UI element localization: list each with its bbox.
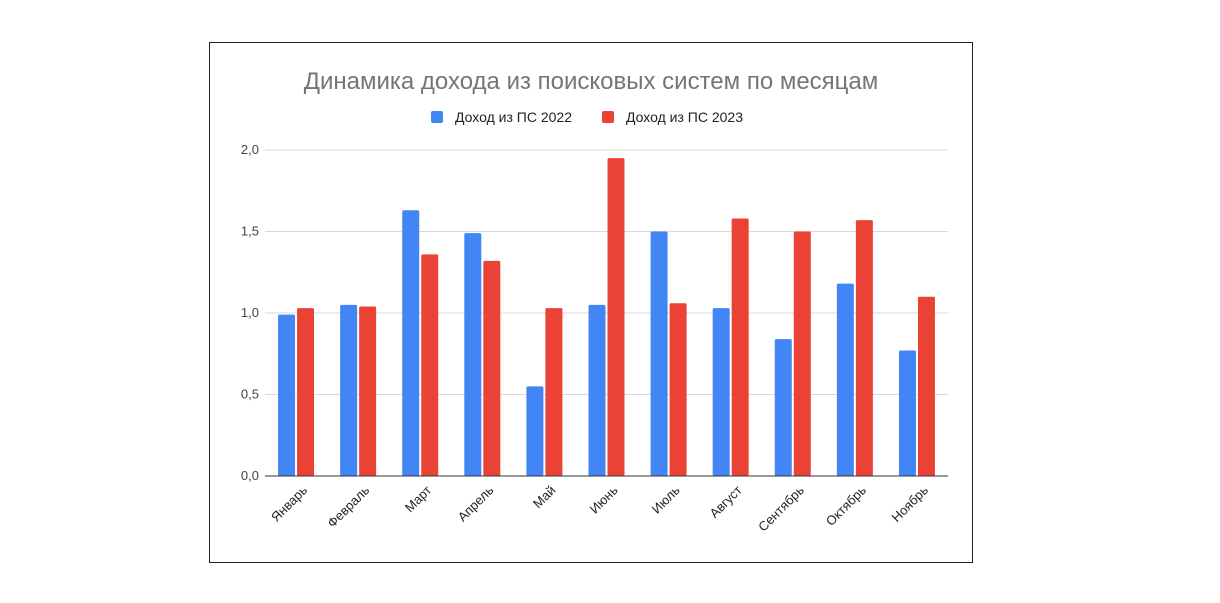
bar-2022-8: [712, 308, 730, 476]
bar-2022-7: [650, 231, 668, 476]
bar-2022-1: [278, 314, 296, 476]
bar-2023-8: [731, 218, 749, 476]
legend-label-2: Доход из ПС 2023: [626, 109, 743, 125]
y-tick-label: 1,0: [241, 305, 259, 320]
x-category-label: Январь: [268, 482, 310, 524]
x-category-label: Август: [707, 482, 745, 520]
bar-2023-5: [545, 308, 563, 476]
bar-2022-5: [526, 386, 544, 476]
bar-2022-6: [588, 304, 606, 476]
bar-2022-11: [898, 350, 916, 476]
y-tick-label: 0,5: [241, 387, 259, 402]
bar-2022-2: [340, 304, 358, 476]
bar-2023-2: [359, 306, 377, 476]
x-category-label: Июнь: [587, 482, 621, 516]
x-category-label: Февраль: [324, 482, 372, 530]
x-axis-labels: Январь Февраль Март Апрель Май Июнь Июль Август…: [268, 482, 931, 534]
legend-swatch-1: [431, 111, 443, 123]
bar-2022-9: [774, 339, 792, 476]
y-tick-label: 1,5: [241, 224, 259, 239]
y-tick-label: 0,0: [241, 468, 259, 483]
bar-2023-11: [917, 296, 935, 476]
bar-chart: Динамика дохода из поисковых систем по м…: [241, 68, 948, 534]
bar-2022-3: [402, 210, 420, 476]
x-category-label: Май: [530, 483, 559, 512]
bar-2023-9: [793, 231, 811, 476]
bar-2023-10: [855, 220, 873, 476]
x-category-label: Сентябрь: [755, 482, 807, 534]
y-tick-label: 2,0: [241, 142, 259, 157]
x-category-label: Октябрь: [823, 482, 869, 528]
y-axis-ticks: 0,0 0,5 1,0 1,5 2,0: [241, 142, 259, 483]
gridlines: [265, 149, 948, 395]
x-category-label: Апрель: [455, 482, 497, 524]
bar-2023-6: [607, 158, 625, 476]
bar-2023-7: [669, 303, 687, 476]
x-category-label: Март: [402, 482, 435, 515]
x-category-label: Июль: [649, 482, 683, 516]
bar-2022-10: [836, 283, 854, 476]
bars: [278, 158, 935, 476]
bar-2022-4: [464, 233, 482, 476]
legend-swatch-2: [602, 111, 614, 123]
bar-2023-1: [297, 308, 315, 476]
x-category-label: Ноябрь: [889, 482, 932, 525]
chart-title: Динамика дохода из поисковых систем по м…: [304, 68, 879, 95]
bar-2023-4: [483, 260, 501, 476]
legend: Доход из ПС 2022 Доход из ПС 2023: [431, 109, 743, 125]
chart-frame: Динамика дохода из поисковых систем по м…: [209, 42, 973, 563]
legend-label-1: Доход из ПС 2022: [455, 109, 572, 125]
bar-2023-3: [421, 254, 439, 476]
